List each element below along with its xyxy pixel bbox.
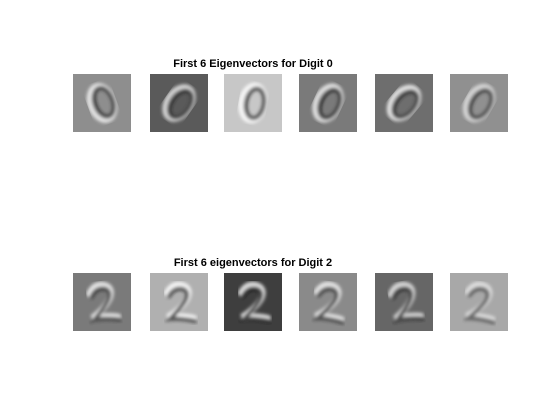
eigenvector-image-digit-2-6: [450, 273, 508, 331]
eigenvector-image-digit-0-6: [450, 74, 508, 132]
eigenvector-image-digit-0-1: [73, 74, 131, 132]
digit-0-row-title: First 6 Eigenvectors for Digit 0: [173, 58, 333, 70]
eigenvector-image-digit-2-5: [375, 273, 433, 331]
eigenvector-image-digit-2-4: [299, 273, 357, 331]
eigenvector-image-digit-2-1: [73, 273, 131, 331]
eigenvector-image-digit-0-5: [375, 74, 433, 132]
eigenvector-image-digit-0-3: [224, 74, 282, 132]
digit-2-row-title: First 6 eigenvectors for Digit 2: [173, 257, 333, 269]
eigenvector-image-digit-2-2: [150, 273, 208, 331]
eigenvector-image-digit-0-4: [299, 74, 357, 132]
eigenvector-image-digit-0-2: [150, 74, 208, 132]
eigenvector-image-digit-2-3: [224, 273, 282, 331]
